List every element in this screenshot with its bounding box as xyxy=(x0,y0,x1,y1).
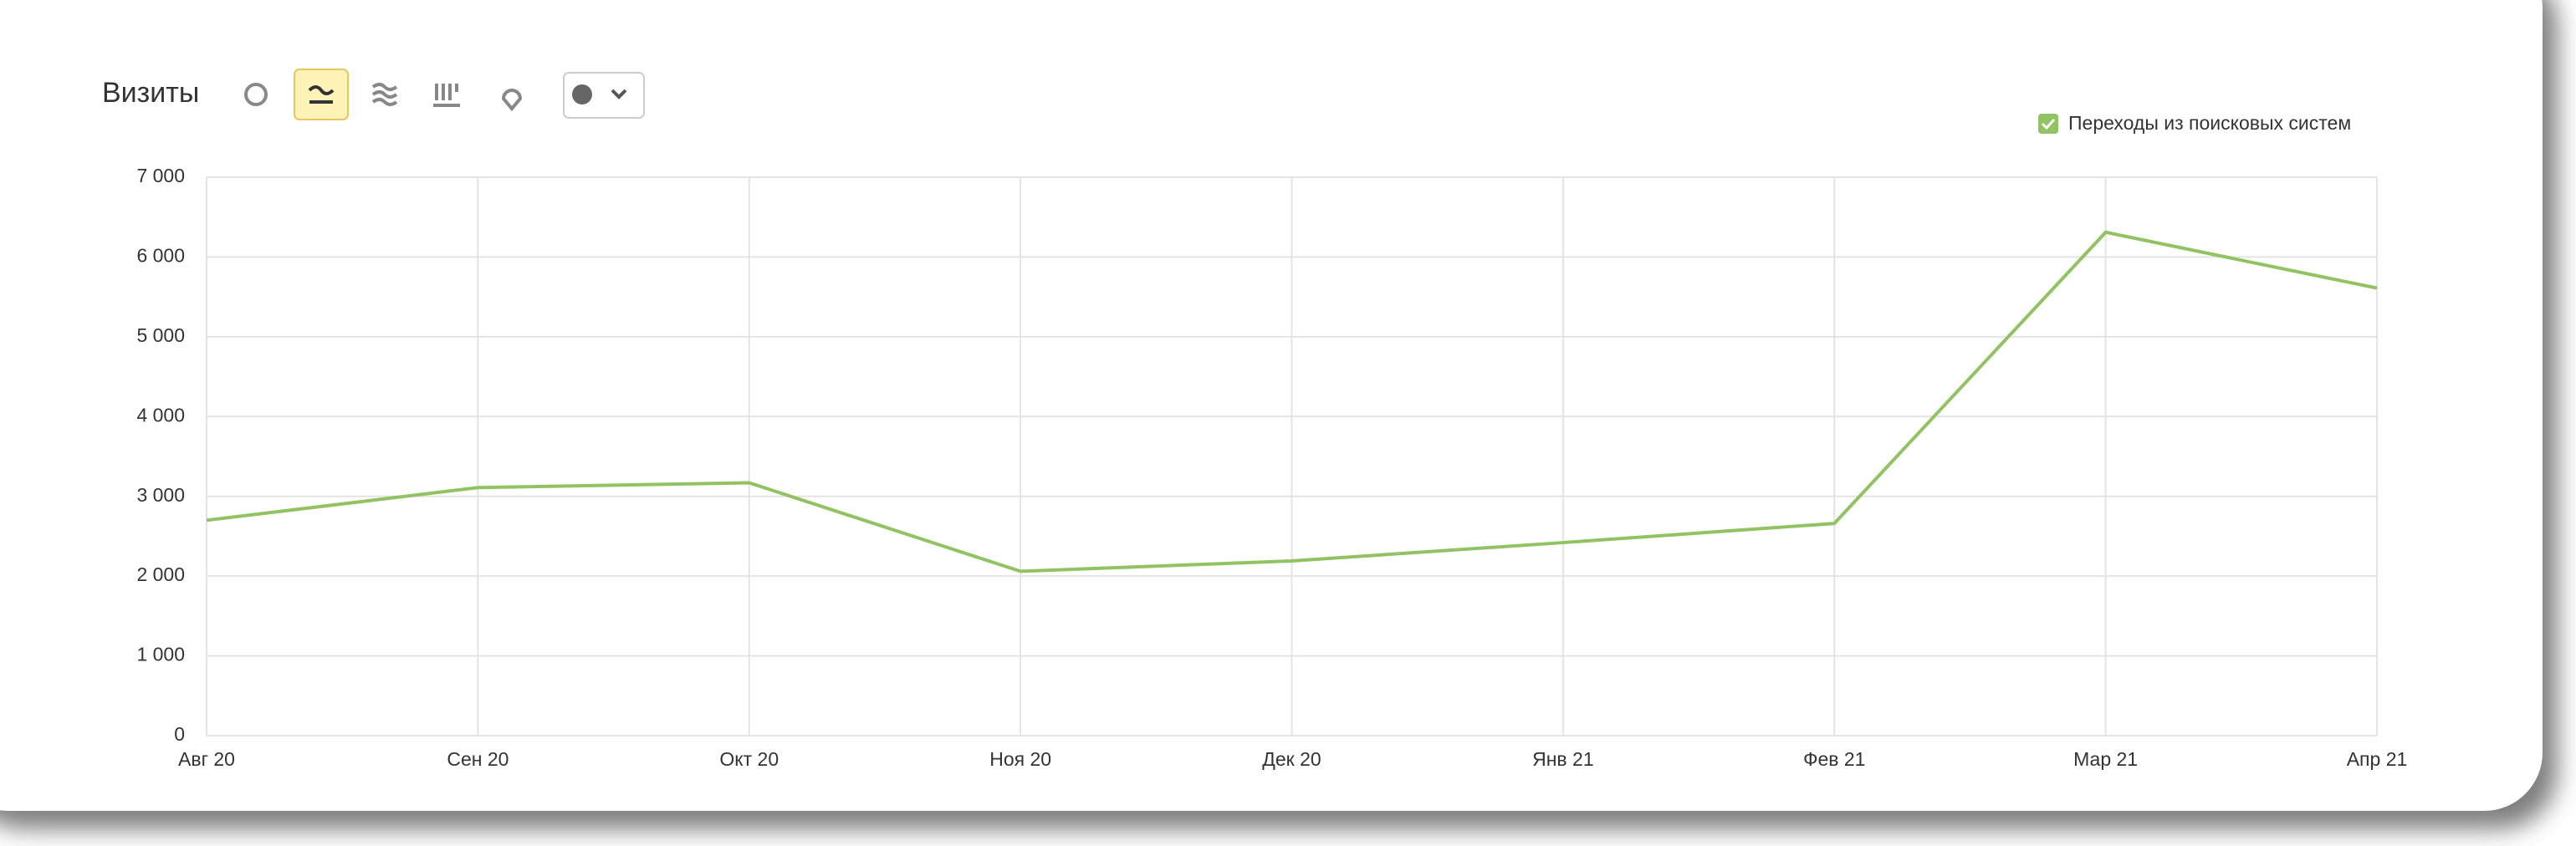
comment-icon[interactable] xyxy=(572,84,592,104)
x-tick-label: Дек 20 xyxy=(1262,748,1321,770)
y-tick-label: 3 000 xyxy=(136,484,185,506)
bar-icon[interactable] xyxy=(433,84,460,107)
comments-button[interactable] xyxy=(563,72,645,119)
x-tick-label: Апр 21 xyxy=(2347,748,2408,770)
x-tick-label: Сен 20 xyxy=(447,748,509,770)
y-tick-label: 4 000 xyxy=(136,404,185,426)
x-tick-label: Ноя 20 xyxy=(989,748,1051,770)
y-tick-label: 5 000 xyxy=(136,324,185,346)
x-tick-label: Янв 21 xyxy=(1532,748,1594,770)
map-icon[interactable] xyxy=(501,89,523,112)
check-mark xyxy=(2041,118,2056,130)
x-tick-label: Окт 20 xyxy=(719,748,779,770)
chart-title: Визиты xyxy=(102,77,199,109)
line-icon[interactable] xyxy=(308,85,335,104)
x-tick-label: Фев 21 xyxy=(1803,748,1865,770)
legend-label[interactable]: Переходы из поисковых систем xyxy=(2068,112,2351,134)
y-tick-label: 0 xyxy=(174,723,185,745)
dropdown-arrow[interactable] xyxy=(611,89,627,99)
legend[interactable]: Переходы из поисковых систем xyxy=(2038,112,2351,134)
x-tick-label: Мар 21 xyxy=(2073,748,2138,770)
toolbar[interactable] xyxy=(244,69,645,120)
y-tick-label: 2 000 xyxy=(136,563,185,585)
area-icon[interactable] xyxy=(371,83,398,106)
card xyxy=(0,0,2543,811)
series-line xyxy=(206,230,2378,573)
x-tick-label: Авг 20 xyxy=(178,748,235,770)
legend-checkbox[interactable] xyxy=(2038,114,2058,134)
y-tick-label: 1 000 xyxy=(136,644,185,665)
pie-icon[interactable] xyxy=(244,83,268,106)
line-button[interactable] xyxy=(294,69,349,120)
y-tick-label: 6 000 xyxy=(136,245,185,267)
y-tick-label: 7 000 xyxy=(136,165,185,186)
